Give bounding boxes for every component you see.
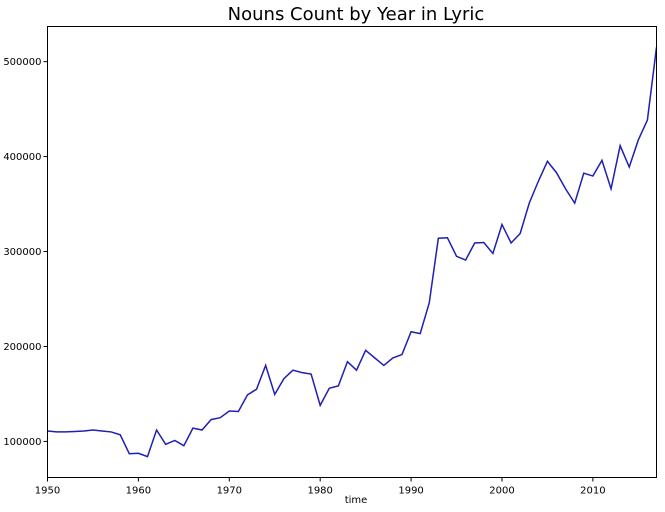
- x-axis-label: time: [345, 495, 368, 506]
- chart-title: Nouns Count by Year in Lyric: [228, 4, 485, 25]
- plot-frame: [47, 26, 657, 478]
- x-tick-label: 2010: [580, 486, 605, 497]
- y-tick-label: 400000: [3, 152, 41, 163]
- series-line: [47, 47, 658, 458]
- y-tick-label: 500000: [3, 57, 41, 68]
- y-tick-label: 300000: [3, 247, 41, 258]
- x-tick-label: 1980: [307, 486, 332, 497]
- x-tick-label: 1950: [35, 486, 60, 497]
- x-tick-label: 1960: [126, 486, 151, 497]
- x-axis: 1950 1960 1970 1980 1990 2000 2010: [35, 477, 606, 497]
- x-tick-label: 1990: [398, 486, 423, 497]
- y-tick-label: 200000: [3, 342, 41, 353]
- x-tick-label: 1970: [217, 486, 242, 497]
- x-tick-label: 2000: [489, 486, 514, 497]
- y-axis: 100000 200000 300000 400000 500000: [3, 57, 48, 448]
- y-tick-label: 100000: [3, 437, 41, 448]
